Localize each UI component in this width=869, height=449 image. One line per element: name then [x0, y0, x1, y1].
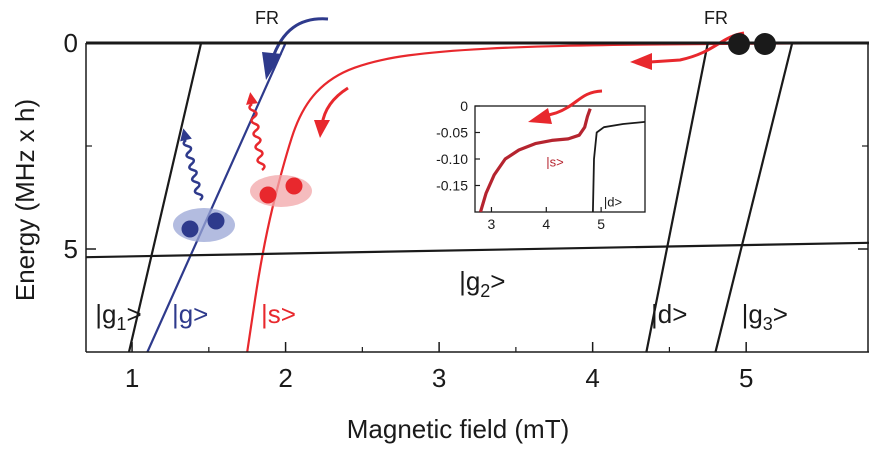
curve-label: |d> — [651, 299, 687, 329]
red-arrow-s — [320, 86, 349, 126]
inset-red-arrow — [544, 89, 603, 118]
y-tick-label: 0 — [64, 28, 78, 58]
x-axis-label: Magnetic field (mT) — [347, 414, 570, 444]
inset-y-tick-label: -0.05 — [436, 125, 468, 141]
inset-y-tick-label: -0.15 — [436, 178, 468, 194]
fr-label-right: FR — [704, 8, 728, 28]
curve-labels: |g1> |g> |s> |g2> |d> |g3> — [95, 266, 788, 334]
series-line — [714, 42, 794, 352]
series-line — [645, 42, 709, 352]
series-line — [86, 241, 869, 259]
inset-curve-label: |s> — [546, 155, 563, 170]
red-arrowhead-s — [314, 120, 330, 138]
photon-arrow-red — [248, 103, 266, 171]
x-tick-label: 4 — [585, 363, 599, 393]
inset-series-group — [478, 108, 645, 212]
x-tick-label: 2 — [278, 363, 292, 393]
inset-series-line — [592, 121, 645, 212]
curve-label: |g> — [172, 299, 208, 329]
fr-label-left: FR — [255, 8, 279, 28]
atom-red — [259, 186, 277, 204]
atom-blue — [207, 212, 225, 230]
atom-red — [285, 177, 303, 195]
fr-arrow-blue — [270, 17, 329, 61]
molecule-halo-red — [250, 175, 312, 207]
red-arrowhead-top — [630, 53, 652, 70]
inset-y-tick-label: -0.10 — [436, 151, 468, 167]
y-axis-label: Energy (MHz x h) — [10, 99, 40, 301]
curve-label: |s> — [261, 299, 296, 329]
x-tick-label: 1 — [125, 363, 139, 393]
y-tick-label: 5 — [64, 234, 78, 264]
fr-arrowhead-blue — [262, 52, 282, 80]
inset-red-arrowhead — [528, 108, 552, 124]
inset-x-tick-label: 5 — [597, 216, 605, 232]
main-ticks: 1 2 3 4 5 0 5 — [64, 28, 868, 393]
photon-arrow-blue — [182, 139, 204, 201]
atom-blue — [181, 220, 199, 238]
inset-y-tick-label: 0 — [460, 98, 468, 114]
x-tick-label: 3 — [432, 363, 446, 393]
inset-x-tick-label: 3 — [488, 216, 496, 232]
inset-chart: 3 4 5 0 -0.05 -0.10 -0.15 |s> |d> — [436, 89, 646, 232]
curve-label: |g2> — [459, 266, 505, 301]
x-tick-label: 5 — [739, 363, 753, 393]
inset-x-tick-label: 4 — [542, 216, 550, 232]
inset-curve-label: |d> — [604, 194, 622, 209]
curve-label: |g1> — [95, 299, 141, 334]
photon-arrow-blue-head — [180, 128, 192, 142]
molecule-halo-blue — [173, 208, 235, 242]
series-line — [146, 42, 287, 352]
inset-series-line — [478, 108, 592, 212]
curve-label: |g3> — [742, 299, 788, 334]
photon-arrow-red-head — [246, 92, 258, 105]
main-frame — [85, 41, 869, 353]
series-line — [127, 42, 203, 352]
